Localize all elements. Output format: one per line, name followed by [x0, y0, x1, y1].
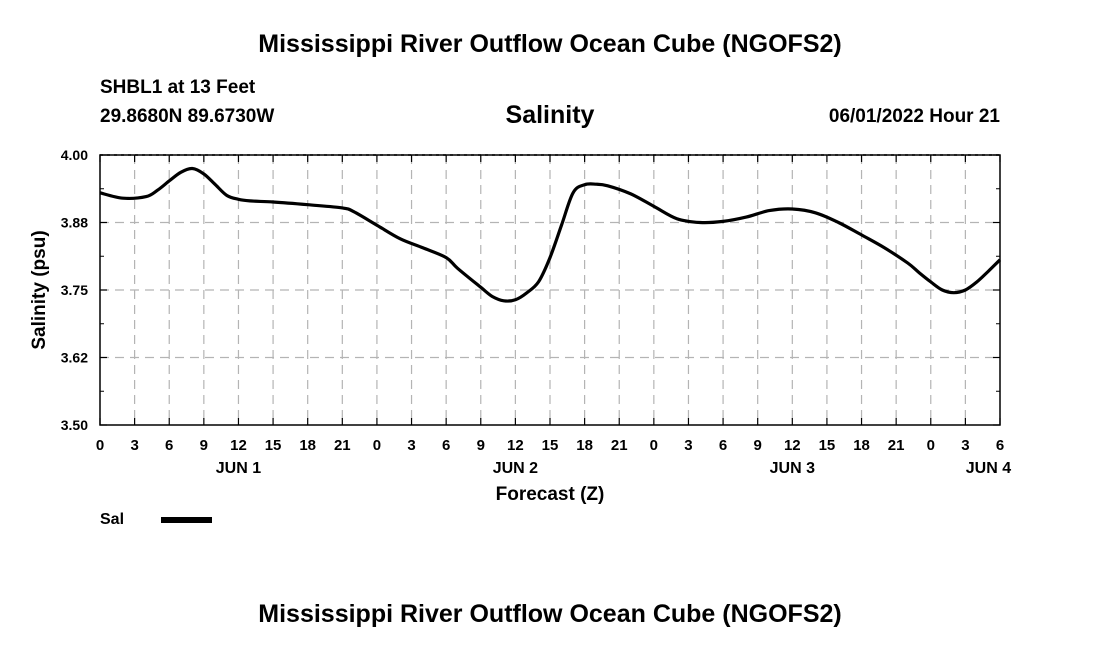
x-tick-label: 15	[265, 437, 282, 454]
x-tick-label: 3	[684, 437, 692, 454]
x-tick-label: 18	[299, 437, 316, 454]
x-tick-label: 3	[407, 437, 415, 454]
x-tick-label: 9	[477, 437, 485, 454]
plot-frame	[99, 154, 1001, 426]
x-tick-label: 0	[96, 437, 104, 454]
x-tick-label: 3	[130, 437, 138, 454]
x-tick-label: 6	[719, 437, 727, 454]
x-tick-label: 0	[927, 437, 935, 454]
x-tick-label: 12	[784, 437, 801, 454]
station-coordinates: 29.8680N 89.6730W	[100, 106, 275, 127]
x-axis-title: Forecast (Z)	[496, 484, 605, 505]
x-tick-label: 6	[996, 437, 1004, 454]
y-tick-label: 3.50	[61, 417, 88, 433]
x-tick-label: 15	[542, 437, 559, 454]
series-line-sal	[99, 166, 1002, 303]
day-label: JUN 1	[216, 460, 261, 477]
x-tick-label: 9	[754, 437, 762, 454]
x-tick-label: 18	[853, 437, 870, 454]
main-title: Mississippi River Outflow Ocean Cube (NG…	[258, 30, 842, 58]
x-tick-label: 6	[165, 437, 173, 454]
forecast-datetime: 06/01/2022 Hour 21	[828, 106, 1000, 127]
x-tick-label: 9	[200, 437, 208, 454]
x-tick-label: 12	[230, 437, 247, 454]
y-tick-labels: 3.50 3.62 3.75 3.88 4.00	[61, 147, 88, 433]
y-tick-label: 4.00	[61, 147, 88, 163]
x-tick-labels: 0 3 6 9 12 15 18 21 0 3 6 9 12 15 18 21 0 3 6 9 12 15 18 21 0 3 6	[96, 437, 1004, 454]
y-tick-label: 3.75	[61, 282, 88, 298]
y-axis-title: Salinity (psu)	[29, 230, 50, 349]
x-tick-label: 21	[334, 437, 351, 454]
legend-swatch	[161, 517, 212, 523]
x-tick-label: 12	[507, 437, 524, 454]
x-tick-label: 6	[442, 437, 450, 454]
bottom-title: Mississippi River Outflow Ocean Cube (NG…	[258, 600, 842, 628]
chart-title: Salinity	[505, 101, 595, 129]
x-tick-label: 15	[819, 437, 836, 454]
x-tick-label: 3	[961, 437, 969, 454]
x-tick-label: 18	[576, 437, 593, 454]
x-tick-label: 21	[611, 437, 628, 454]
day-label: JUN 4	[966, 460, 1011, 477]
x-tick-label: 0	[373, 437, 381, 454]
y-tick-label: 3.62	[61, 350, 88, 366]
series-layer	[99, 166, 1002, 303]
day-label: JUN 2	[493, 460, 538, 477]
grid	[100, 154, 1000, 425]
y-tick-label: 3.88	[61, 215, 88, 231]
day-labels: JUN 1 JUN 2 JUN 3 JUN 4	[216, 460, 1011, 477]
station-label: SHBL1 at 13 Feet	[100, 77, 256, 98]
day-label: JUN 3	[770, 460, 815, 477]
x-tick-label: 21	[888, 437, 905, 454]
legend-label: Sal	[100, 511, 125, 528]
x-tick-label: 0	[650, 437, 658, 454]
